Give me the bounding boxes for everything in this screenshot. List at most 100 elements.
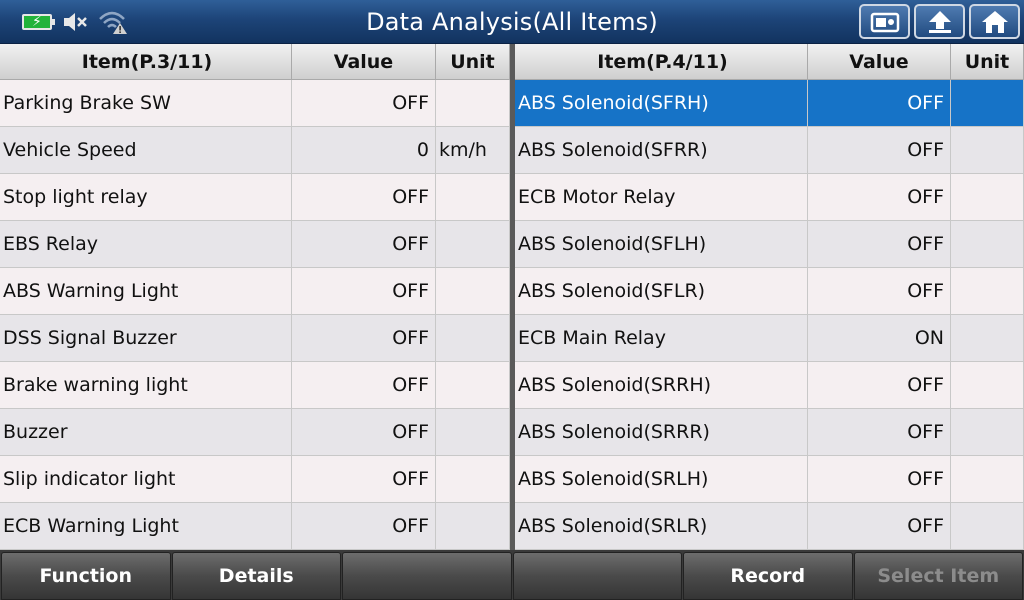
item-unit: [951, 80, 1024, 126]
header-item[interactable]: Item(P.3/11): [0, 44, 292, 79]
table-row[interactable]: ABS Solenoid(SFRH) OFF: [515, 80, 1024, 127]
page-title: Data Analysis(All Items): [366, 8, 658, 36]
table-header: Item(P.4/11) Value Unit: [515, 44, 1024, 80]
home-button[interactable]: [969, 4, 1020, 39]
header-unit[interactable]: Unit: [951, 44, 1024, 79]
back-icon: [928, 10, 951, 33]
table-row[interactable]: ABS Solenoid(SRRR) OFF: [515, 409, 1024, 456]
item-unit: [436, 221, 510, 267]
table-row[interactable]: ECB Motor Relay OFF: [515, 174, 1024, 221]
table-row[interactable]: Vehicle Speed 0 km/h: [0, 127, 510, 174]
header-value[interactable]: Value: [808, 44, 951, 79]
item-value: OFF: [292, 80, 436, 126]
blank-button-3[interactable]: [342, 552, 512, 600]
item-unit: [951, 315, 1024, 361]
item-name: ABS Warning Light: [0, 268, 292, 314]
item-unit: [951, 221, 1024, 267]
record-button[interactable]: Record: [683, 552, 853, 600]
details-button[interactable]: Details: [171, 552, 341, 600]
title-bar: ⚡ Data Analysis(All Items): [0, 0, 1024, 44]
item-value: 0: [292, 127, 436, 173]
table-row[interactable]: ABS Solenoid(SFRR) OFF: [515, 127, 1024, 174]
battery-charging-icon: ⚡: [22, 14, 55, 30]
back-button[interactable]: [914, 4, 965, 39]
table-row[interactable]: ABS Warning Light OFF: [0, 268, 510, 315]
table-row[interactable]: Stop light relay OFF: [0, 174, 510, 221]
item-value: OFF: [292, 456, 436, 502]
item-name: ABS Solenoid(SRRH): [515, 362, 808, 408]
function-bar: Function Details Record Select Item: [0, 550, 1024, 600]
table-row[interactable]: EBS Relay OFF: [0, 221, 510, 268]
item-value: OFF: [808, 456, 951, 502]
select-item-button[interactable]: Select Item: [853, 552, 1023, 600]
item-value: ON: [808, 315, 951, 361]
table-row[interactable]: ABS Solenoid(SRLH) OFF: [515, 456, 1024, 503]
header-value[interactable]: Value: [292, 44, 436, 79]
item-unit: [436, 456, 510, 502]
item-name: ABS Solenoid(SFRH): [515, 80, 808, 126]
item-name: EBS Relay: [0, 221, 292, 267]
wifi-warning-icon: [99, 11, 127, 34]
item-name: ABS Solenoid(SRLH): [515, 456, 808, 502]
table-row[interactable]: ABS Solenoid(SRRH) OFF: [515, 362, 1024, 409]
item-name: Buzzer: [0, 409, 292, 455]
function-button[interactable]: Function: [1, 552, 171, 600]
screenshot-button[interactable]: [859, 4, 910, 39]
item-name: Stop light relay: [0, 174, 292, 220]
item-unit: [436, 268, 510, 314]
table-row[interactable]: ECB Warning Light OFF: [0, 503, 510, 550]
nav-buttons: [859, 4, 1020, 39]
header-unit[interactable]: Unit: [436, 44, 510, 79]
item-name: ABS Solenoid(SFLR): [515, 268, 808, 314]
item-unit: [951, 174, 1024, 220]
item-unit: [951, 456, 1024, 502]
item-value: OFF: [808, 268, 951, 314]
item-name: Brake warning light: [0, 362, 292, 408]
item-unit: [436, 409, 510, 455]
item-value: OFF: [292, 174, 436, 220]
item-unit: [436, 362, 510, 408]
table-divider: [510, 44, 515, 550]
item-value: OFF: [808, 503, 951, 549]
home-icon: [981, 10, 1008, 33]
table-row[interactable]: Buzzer OFF: [0, 409, 510, 456]
item-unit: [951, 268, 1024, 314]
table-row[interactable]: Brake warning light OFF: [0, 362, 510, 409]
item-value: OFF: [292, 503, 436, 549]
blank-button-4[interactable]: [512, 552, 682, 600]
item-unit: [436, 80, 510, 126]
item-name: ABS Solenoid(SRRR): [515, 409, 808, 455]
item-unit: [951, 409, 1024, 455]
table-row[interactable]: DSS Signal Buzzer OFF: [0, 315, 510, 362]
item-value: OFF: [292, 221, 436, 267]
table-header: Item(P.3/11) Value Unit: [0, 44, 510, 80]
item-value: OFF: [808, 362, 951, 408]
table-row[interactable]: ECB Main Relay ON: [515, 315, 1024, 362]
header-item[interactable]: Item(P.4/11): [515, 44, 808, 79]
item-name: ABS Solenoid(SFLH): [515, 221, 808, 267]
item-value: OFF: [292, 315, 436, 361]
status-icons: ⚡: [22, 8, 128, 36]
speaker-muted-icon: [64, 13, 87, 31]
table-row[interactable]: ABS Solenoid(SRLR) OFF: [515, 503, 1024, 550]
table-row[interactable]: Parking Brake SW OFF: [0, 80, 510, 127]
item-name: Vehicle Speed: [0, 127, 292, 173]
item-unit: [951, 503, 1024, 549]
item-name: ABS Solenoid(SFRR): [515, 127, 808, 173]
table-row[interactable]: ABS Solenoid(SFLR) OFF: [515, 268, 1024, 315]
item-unit: [951, 362, 1024, 408]
item-value: OFF: [808, 221, 951, 267]
table-row[interactable]: ABS Solenoid(SFLH) OFF: [515, 221, 1024, 268]
item-value: OFF: [808, 127, 951, 173]
item-name: Slip indicator light: [0, 456, 292, 502]
left-data-table: Item(P.3/11) Value Unit Parking Brake SW…: [0, 44, 510, 550]
item-name: DSS Signal Buzzer: [0, 315, 292, 361]
right-data-table: Item(P.4/11) Value Unit ABS Solenoid(SFR…: [515, 44, 1024, 550]
item-value: OFF: [808, 80, 951, 126]
table-row[interactable]: Slip indicator light OFF: [0, 456, 510, 503]
screenshot-icon: [870, 12, 899, 32]
item-name: Parking Brake SW: [0, 80, 292, 126]
item-name: ABS Solenoid(SRLR): [515, 503, 808, 549]
item-value: OFF: [292, 362, 436, 408]
item-name: ECB Main Relay: [515, 315, 808, 361]
